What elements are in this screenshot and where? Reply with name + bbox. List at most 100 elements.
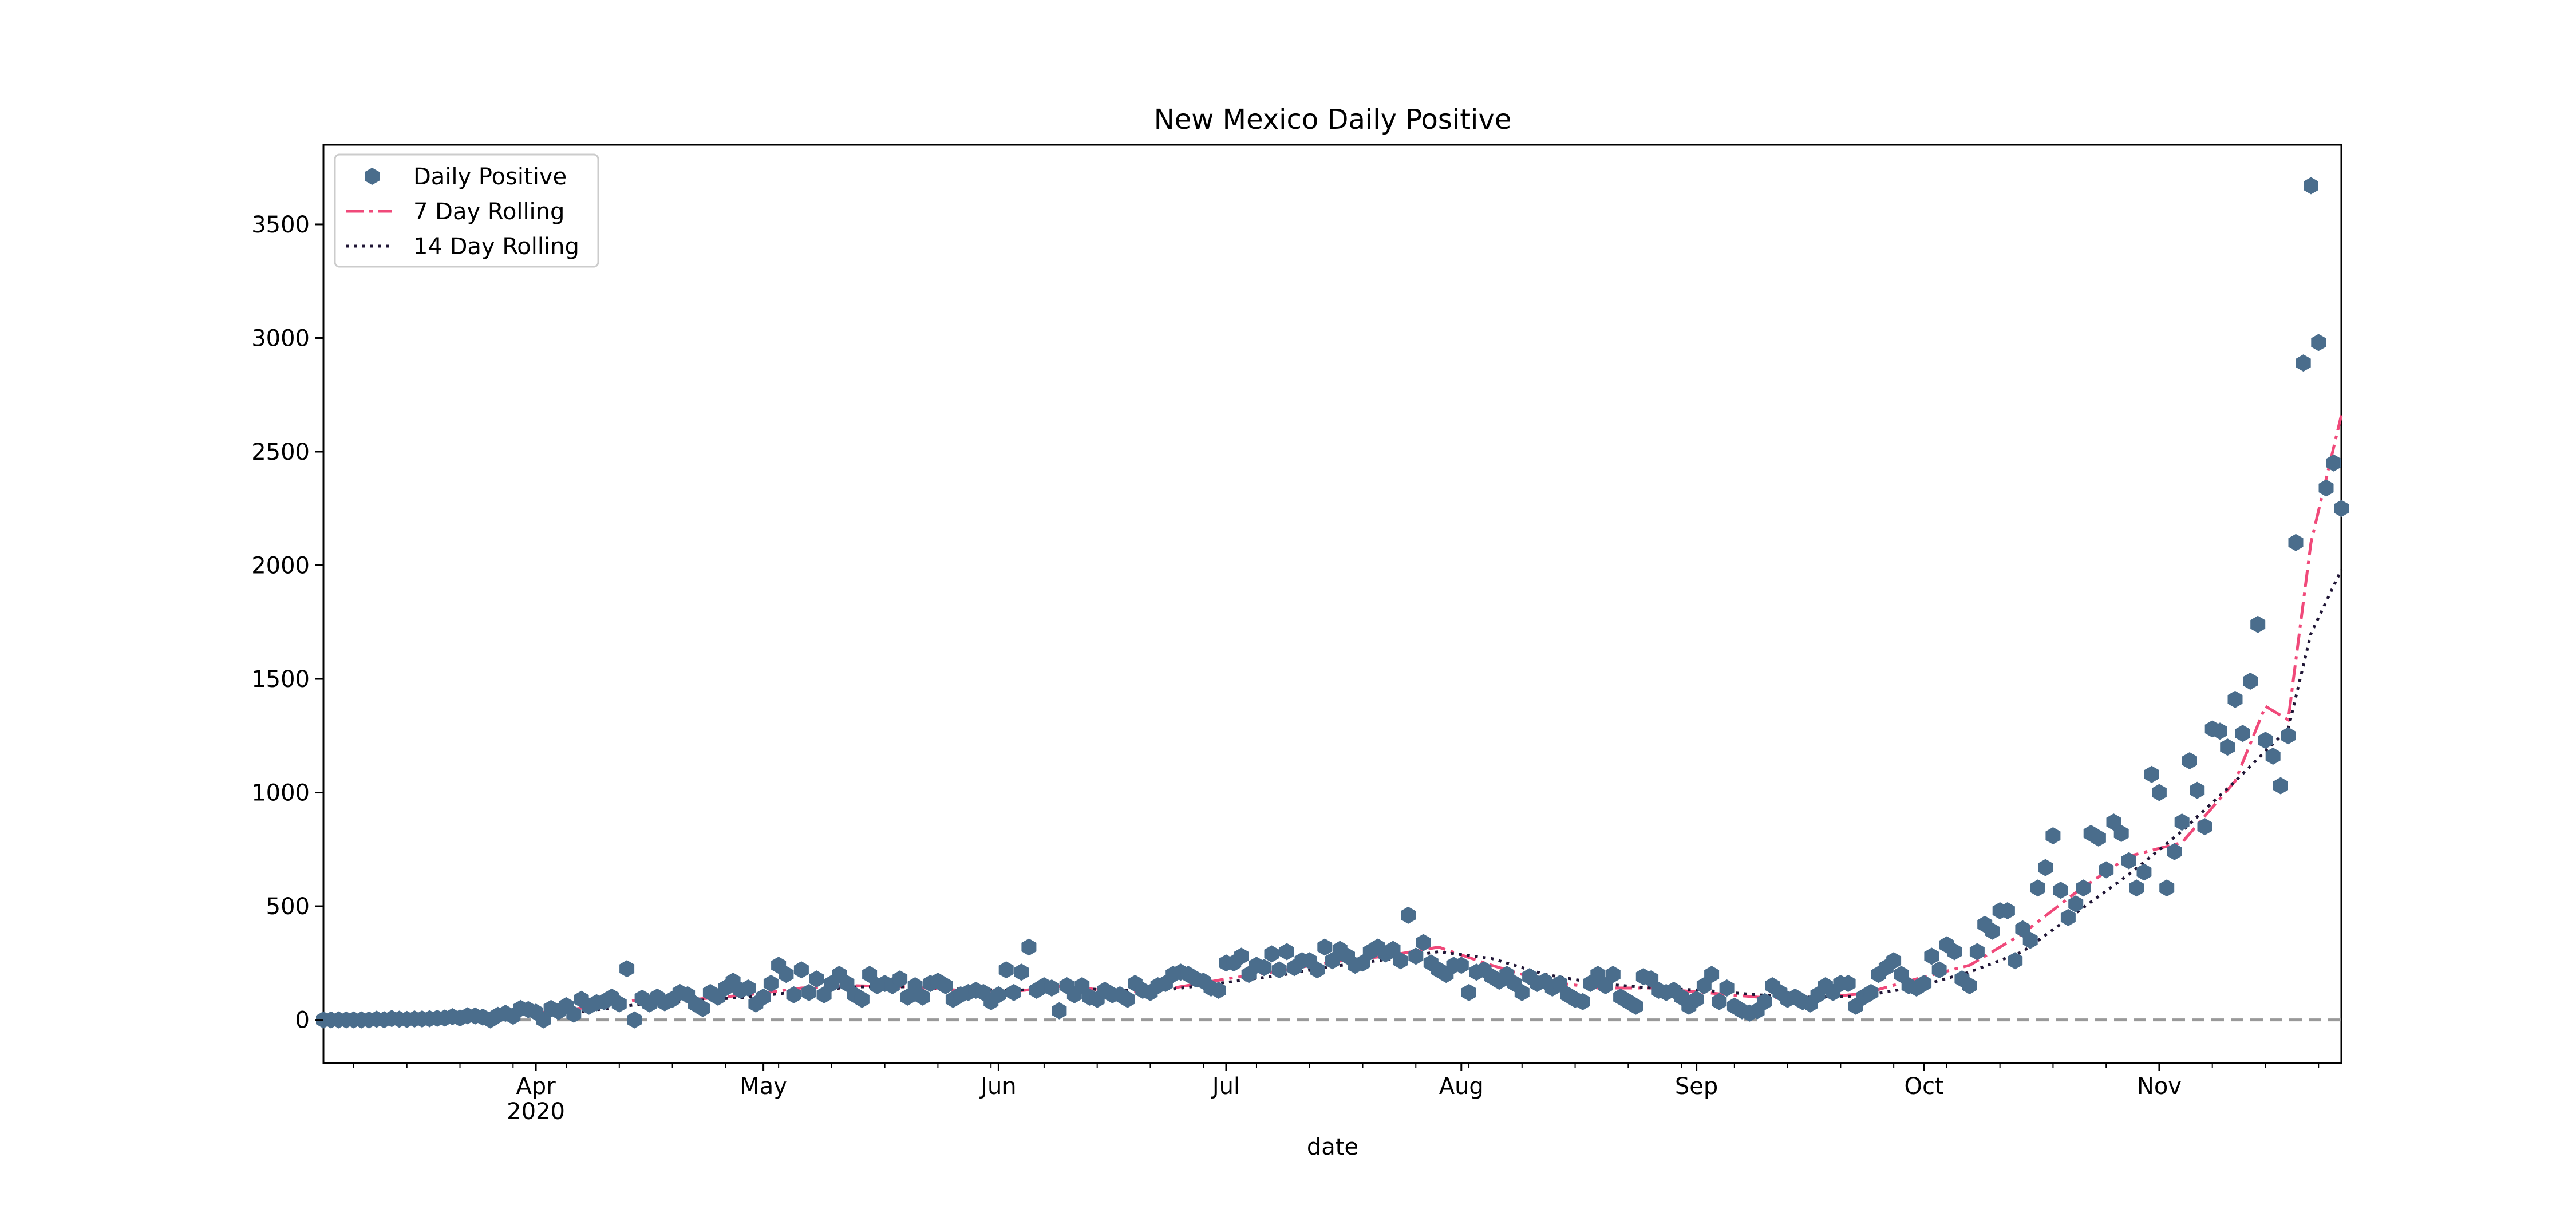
- plot-area: [322, 144, 2342, 1064]
- daily-positive-point: [1931, 961, 1947, 979]
- daily-positive-point: [1461, 983, 1476, 1001]
- daily-positive-point: [2250, 615, 2266, 633]
- daily-positive-point: [2243, 673, 2258, 690]
- daily-positive-point: [1757, 993, 1772, 1010]
- daily-positive-point: [619, 960, 635, 978]
- daily-positive-point: [1840, 975, 1856, 992]
- x-tick-label: Oct: [1905, 1073, 1944, 1100]
- daily-positive-point: [2030, 879, 2045, 897]
- daily-positive-point: [1704, 966, 1720, 983]
- daily-positive-point: [611, 995, 627, 1013]
- daily-positive-point: [1689, 990, 1704, 1008]
- daily-positive-point: [1408, 947, 1424, 965]
- daily-positive-point: [854, 990, 870, 1008]
- x-tick-sublabel: 2020: [507, 1099, 565, 1125]
- daily-positive-point: [2129, 879, 2144, 897]
- daily-positive-point: [1257, 959, 1272, 977]
- daily-positive-point: [786, 986, 801, 1003]
- x-tick-label: Nov: [2137, 1073, 2182, 1100]
- daily-positive-point: [2281, 727, 2296, 745]
- daily-positive-point: [2174, 813, 2190, 831]
- y-tick-label: 2000: [251, 553, 310, 579]
- daily-positive-point: [2265, 748, 2281, 765]
- y-tick-label: 1000: [251, 780, 310, 807]
- daily-positive-point: [1628, 997, 1643, 1015]
- daily-positive-point: [938, 977, 953, 994]
- daily-positive-point: [1514, 983, 1530, 1001]
- y-tick-label: 1500: [251, 666, 310, 693]
- daily-positive-point: [536, 1011, 551, 1029]
- daily-positive-point: [998, 961, 1014, 979]
- daily-positive-point: [2121, 852, 2136, 870]
- x-tick-label: May: [740, 1073, 787, 1100]
- daily-positive-point: [1886, 952, 1902, 970]
- x-tick-label: Jul: [1211, 1073, 1240, 1100]
- daily-positive-point: [839, 975, 855, 992]
- daily-positive-point: [2167, 843, 2182, 860]
- daily-positive-point: [2227, 690, 2243, 708]
- daily-positive-point: [2136, 863, 2152, 881]
- daily-positive-point: [1264, 945, 1279, 963]
- daily-positive-point: [1401, 906, 1416, 924]
- daily-positive-point: [1598, 977, 1613, 994]
- daily-positive-point: [1985, 922, 2000, 940]
- daily-positive-point: [1310, 961, 1325, 979]
- x-tick-label: Aug: [1439, 1073, 1484, 1100]
- daily-positive-point: [1044, 979, 1060, 997]
- daily-positive-point: [2106, 813, 2121, 831]
- y-tick-label: 2500: [251, 439, 310, 465]
- daily-positive-point: [2060, 908, 2076, 926]
- daily-positive-point: [1947, 943, 1962, 961]
- daily-positive-point: [2273, 777, 2288, 795]
- daily-positive-point: [809, 970, 824, 988]
- daily-positive-point: [1894, 966, 1909, 983]
- daily-positive-point: [816, 986, 832, 1003]
- daily-positive-point: [1355, 954, 1370, 972]
- daily-positive-point: [2296, 354, 2311, 372]
- daily-positive-point: [1416, 934, 1431, 951]
- daily-positive-point: [1712, 993, 1727, 1010]
- daily-positive-point: [695, 999, 710, 1017]
- daily-positive-point: [1014, 963, 1029, 981]
- daily-positive-point: [907, 977, 923, 994]
- daily-positive-point: [1393, 952, 1408, 970]
- daily-positive-point: [2000, 902, 2015, 919]
- daily-positive-point: [2022, 931, 2038, 949]
- y-tick-label: 0: [295, 1008, 310, 1034]
- daily-positive-point: [1590, 966, 1606, 983]
- daily-positive-point: [779, 966, 794, 983]
- daily-positive-point: [900, 988, 915, 1006]
- daily-positive-point: [2304, 177, 2318, 195]
- legend-box: [334, 153, 599, 268]
- daily-positive-point: [2152, 784, 2167, 801]
- daily-positive-point: [915, 988, 930, 1006]
- legend-label: 14 Day Rolling: [413, 234, 579, 260]
- daily-positive-point: [892, 970, 908, 988]
- rolling-lines-layer: [376, 414, 2343, 1021]
- daily-positive-point: [1917, 975, 1932, 992]
- chart-title: New Mexico Daily Positive: [1154, 104, 1512, 136]
- x-tick-label: Jun: [979, 1073, 1017, 1100]
- y-tick-label: 500: [266, 894, 310, 920]
- daily-positive-points-layer: [316, 177, 2349, 1029]
- x-axis-title: date: [1307, 1134, 1358, 1160]
- daily-positive-point: [1317, 938, 1333, 956]
- x-tick-label: Sep: [1675, 1073, 1718, 1100]
- daily-positive-point: [2113, 825, 2129, 842]
- legend: Daily Positive 7 Day Rolling 14 Day Rollin…: [334, 153, 599, 268]
- daily-positive-point: [1385, 941, 1401, 958]
- daily-positive-point: [1552, 975, 1567, 992]
- daily-positive-point: [2091, 829, 2106, 847]
- daily-positive-point: [1719, 979, 1735, 997]
- daily-positive-point: [2288, 534, 2304, 551]
- daily-positive-point: [2008, 952, 2023, 970]
- daily-positive-point: [1074, 977, 1090, 994]
- daily-positive-point: [2258, 732, 2273, 749]
- daily-positive-point: [1962, 977, 1977, 994]
- y-axis: 0 500 1000 1500 2000 2500 3000 3500: [251, 212, 323, 1034]
- daily-positive-point: [2053, 882, 2068, 899]
- daily-positive-point: [2159, 879, 2175, 897]
